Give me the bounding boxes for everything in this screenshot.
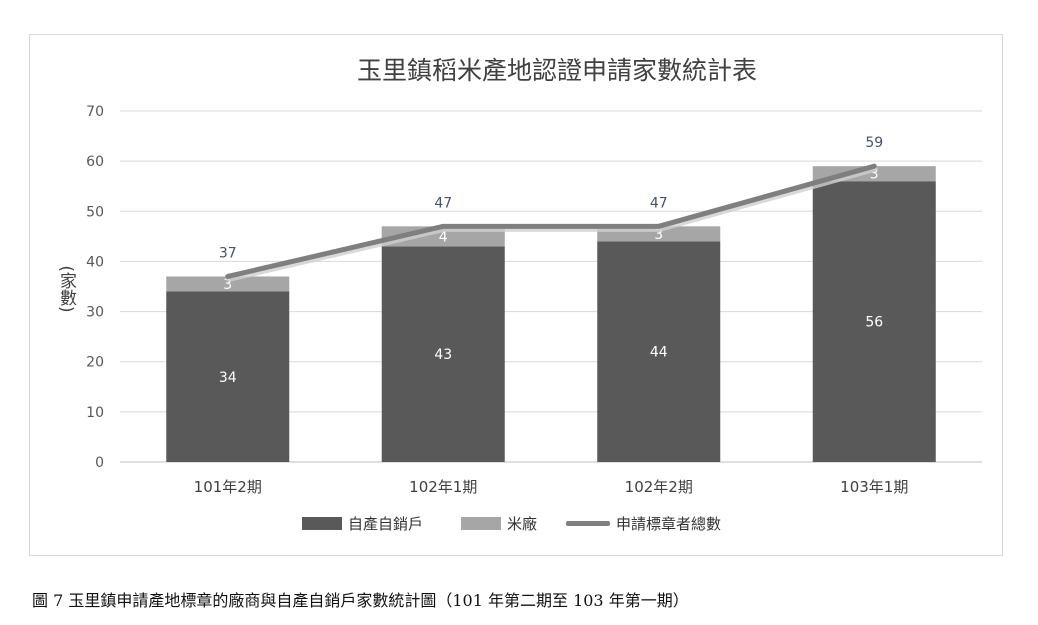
bar-value-label: 44 (650, 345, 668, 361)
legend-label-total: 申請標章者總數 (616, 515, 722, 533)
legend-item-self-sale: 自產自銷戶 (302, 513, 423, 534)
bar-value-label: 43 (434, 347, 452, 363)
x-tick-label: 103年1期 (840, 478, 908, 496)
chart-title: 玉里鎮稻米產地認證申請家數統計表 (357, 56, 757, 85)
bar-value-label: 56 (865, 315, 883, 331)
bar-self-sale (166, 291, 290, 462)
legend-swatch-total (566, 521, 610, 526)
bar-self-sale (597, 241, 721, 462)
line-value-label: 47 (434, 195, 452, 211)
bar-value-label: 34 (219, 370, 237, 386)
x-tick-label: 101年2期 (194, 478, 262, 496)
legend-label-rice-mill: 米廠 (507, 515, 538, 533)
legend-label-self-sale: 自產自銷戶 (348, 515, 424, 533)
y-tick-label: 60 (86, 154, 104, 170)
x-tick-label: 102年1期 (409, 478, 477, 496)
line-value-label: 59 (865, 135, 883, 151)
line-shadow (226, 166, 878, 282)
total-line (225, 163, 877, 279)
bar-value-label: 3 (223, 277, 232, 293)
bar-self-sale (812, 181, 936, 462)
y-tick-label: 50 (86, 204, 104, 220)
line-value-label: 47 (650, 195, 668, 211)
y-tick-label: 20 (86, 355, 104, 371)
y-tick-label: 30 (86, 305, 104, 321)
figure-caption: 圖 7 玉里鎮申請產地標章的廠商與自產自銷戶家數統計圖（101 年第二期至 10… (32, 591, 689, 610)
bar-rice-mill (166, 276, 290, 292)
line-value-label: 37 (219, 245, 237, 261)
y-tick-label: 70 (86, 104, 104, 120)
legend-item-total: 申請標章者總數 (566, 513, 721, 534)
y-tick-label: 10 (86, 405, 104, 421)
legend-item-rice-mill: 米廠 (461, 513, 537, 534)
bar-value-label: 4 (439, 229, 448, 245)
y-tick-label: 0 (95, 455, 104, 471)
x-tick-label: 102年2期 (625, 478, 693, 496)
bar-value-label: 3 (654, 227, 663, 243)
y-tick-label: 40 (86, 254, 104, 270)
legend-swatch-self-sale (302, 517, 342, 530)
y-axis-label: (家數) (56, 265, 77, 312)
bar-value-label: 3 (870, 167, 879, 183)
legend-swatch-rice-mill (461, 517, 501, 530)
bar-self-sale (381, 246, 505, 462)
